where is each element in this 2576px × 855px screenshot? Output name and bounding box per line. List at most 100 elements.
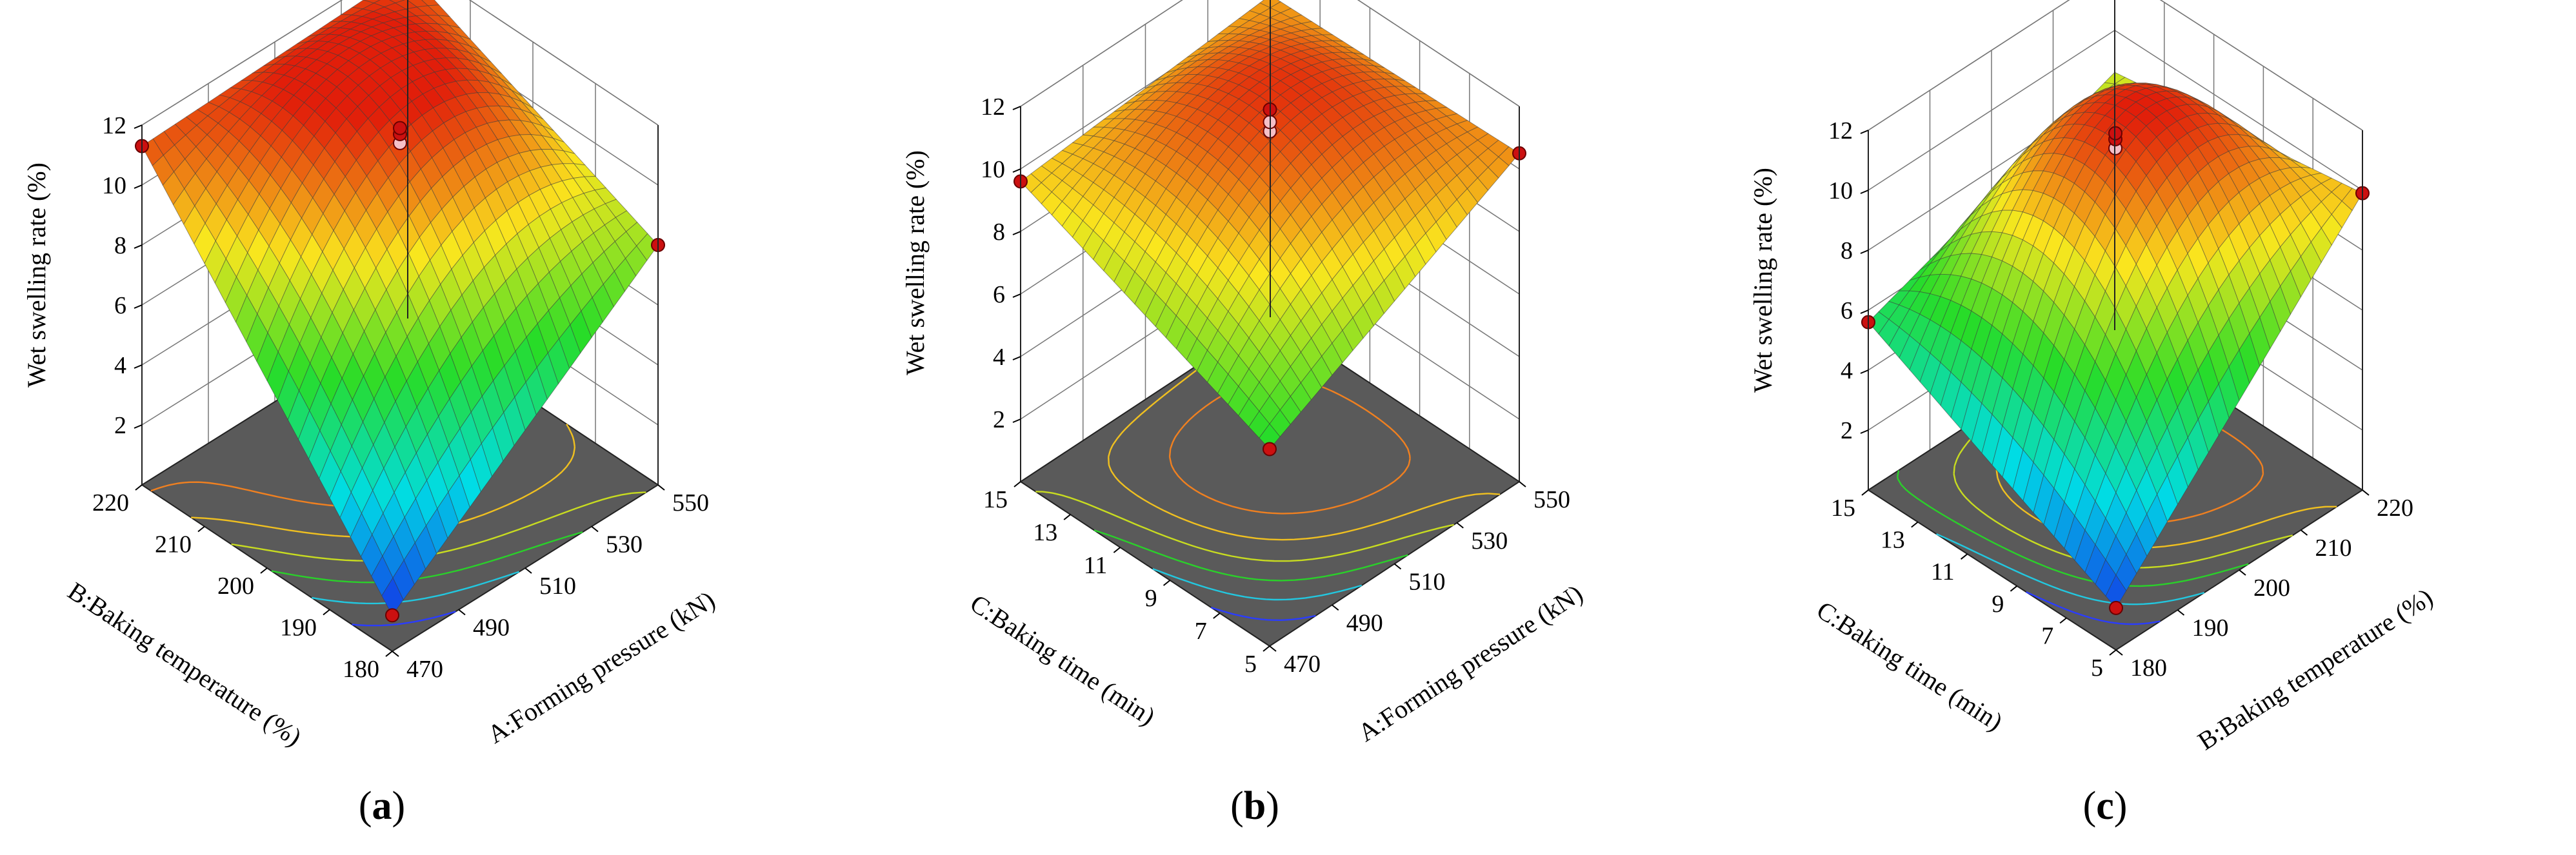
y-tick-mark — [1861, 489, 1869, 496]
z-tick-mark — [1012, 168, 1021, 173]
x-tick-label: 490 — [1346, 609, 1383, 636]
z-tick-label: 8 — [114, 232, 126, 259]
x-tick-label: 490 — [473, 614, 510, 642]
y-axis-label: C:Baking time (min) — [965, 589, 1161, 731]
panel-label: (b) — [1230, 784, 1279, 828]
z-tick-label: 6 — [114, 292, 126, 319]
x-tick-mark — [2362, 489, 2370, 496]
x-tick-label: 200 — [2253, 575, 2290, 602]
z-tick-label: 6 — [1841, 297, 1853, 324]
z-axis: 2 4 6 8 10 12 Wet swelling rate (%) — [1748, 117, 1869, 444]
y-tick-label: 180 — [343, 656, 379, 683]
z-tick-mark — [1860, 130, 1869, 134]
surface-cell — [2105, 574, 2127, 609]
z-axis: 2 4 6 8 10 12 Wet swelling rate (%) — [22, 112, 143, 439]
contour-line — [352, 611, 456, 627]
z-tick-mark — [1012, 418, 1021, 423]
z-tick-label: 8 — [1841, 237, 1853, 264]
surface-panel-c: 2 4 6 8 10 12 Wet swelling rate (%) 180 190 200 21… — [1748, 0, 2438, 828]
z-tick-label: 10 — [1828, 177, 1853, 204]
z-tick-label: 2 — [1841, 417, 1853, 444]
z-tick-mark — [1860, 190, 1869, 194]
y-tick-mark — [1263, 645, 1270, 652]
y-tick-mark — [323, 609, 330, 616]
y-tick-mark — [260, 567, 268, 574]
z-tick-mark — [134, 184, 143, 189]
z-tick-mark — [134, 424, 143, 429]
x-tick-mark — [524, 567, 532, 574]
y-tick-mark — [1960, 553, 1968, 560]
contour-floor — [1019, 316, 1521, 647]
z-tick-mark — [1012, 106, 1021, 110]
contour-line — [1935, 533, 2205, 605]
y-tick-label: 13 — [1033, 519, 1057, 546]
x-tick-mark — [1519, 481, 1526, 487]
x-tick-label: 550 — [672, 489, 709, 516]
response-surface — [141, 0, 659, 616]
x-tick-mark — [2300, 529, 2308, 536]
contour-line — [1035, 491, 1454, 562]
y-tick-label: 7 — [1195, 618, 1207, 645]
response-surface — [1868, 72, 2363, 609]
panel-label: (a) — [359, 784, 405, 828]
contour-line — [1108, 346, 1501, 541]
y-tick-mark — [135, 484, 143, 491]
y-tick-label: 7 — [2041, 622, 2053, 649]
y-tick-label: 11 — [1931, 558, 1955, 585]
z-tick-label: 6 — [993, 281, 1005, 308]
x-tick-mark — [458, 609, 466, 616]
wall-gridline — [141, 0, 659, 126]
x-tick-mark — [2115, 649, 2123, 656]
z-tick-label: 8 — [993, 219, 1005, 246]
y-tick-label: 9 — [1992, 591, 2004, 618]
y-tick-mark — [2109, 649, 2117, 656]
x-tick-label: 510 — [539, 573, 576, 600]
y-tick-label: 13 — [1881, 527, 1905, 554]
y-tick-label: 15 — [983, 486, 1008, 513]
surface-cell — [381, 577, 404, 616]
x-tick-label: 470 — [406, 656, 443, 683]
wall-gridline — [1868, 0, 2363, 131]
surface-panel-b: 2 4 6 8 10 12 Wet swelling rate (%) 470 490 510 53… — [901, 0, 1588, 828]
y-tick-mark — [1213, 613, 1221, 619]
x-tick-mark — [2239, 569, 2246, 576]
y-tick-label: 5 — [1244, 651, 1257, 678]
x-tick-label: 470 — [1284, 651, 1321, 678]
wall-gridline — [1020, 0, 1520, 107]
x-tick-label: 180 — [2130, 654, 2167, 682]
x-tick-label: 190 — [2192, 614, 2229, 642]
x-tick-mark — [1456, 522, 1464, 529]
z-tick-mark — [1860, 310, 1869, 314]
z-tick-label: 2 — [993, 406, 1005, 433]
y-tick-label: 15 — [1831, 495, 1855, 522]
x-tick-label: 210 — [2315, 535, 2352, 562]
z-tick-mark — [1012, 293, 1021, 298]
y-tick-mark — [385, 651, 393, 657]
z-tick-label: 12 — [981, 93, 1005, 121]
y-tick-label: 190 — [280, 614, 317, 642]
y-tick-label: 200 — [217, 573, 254, 600]
y-tick-label: 11 — [1084, 552, 1108, 579]
x-tick-mark — [1269, 645, 1277, 652]
z-tick-mark — [1860, 429, 1869, 434]
y-tick-label: 5 — [2091, 654, 2103, 682]
y-tick-mark — [1911, 521, 1919, 528]
contour-line — [1093, 529, 1408, 582]
y-tick-mark — [1113, 547, 1121, 553]
y-tick-label: 220 — [92, 489, 129, 516]
y-axis-label: C:Baking time (min) — [1812, 595, 2008, 736]
contour-line — [312, 571, 520, 605]
x-tick-mark — [1332, 604, 1339, 611]
x-tick-mark — [2177, 609, 2185, 616]
x-axis-label: A:Forming pressure (kN) — [1353, 579, 1588, 747]
z-tick-mark — [134, 364, 143, 369]
z-tick-label: 10 — [102, 172, 126, 199]
x-tick-label: 220 — [2377, 495, 2413, 522]
z-tick-label: 12 — [102, 112, 126, 139]
x-tick-label: 510 — [1409, 569, 1446, 596]
design-point — [1263, 442, 1277, 457]
y-axis-label: B:Baking temperature (%) — [63, 576, 306, 752]
y-tick-mark — [1163, 580, 1171, 586]
surface-cell — [1259, 423, 1281, 450]
